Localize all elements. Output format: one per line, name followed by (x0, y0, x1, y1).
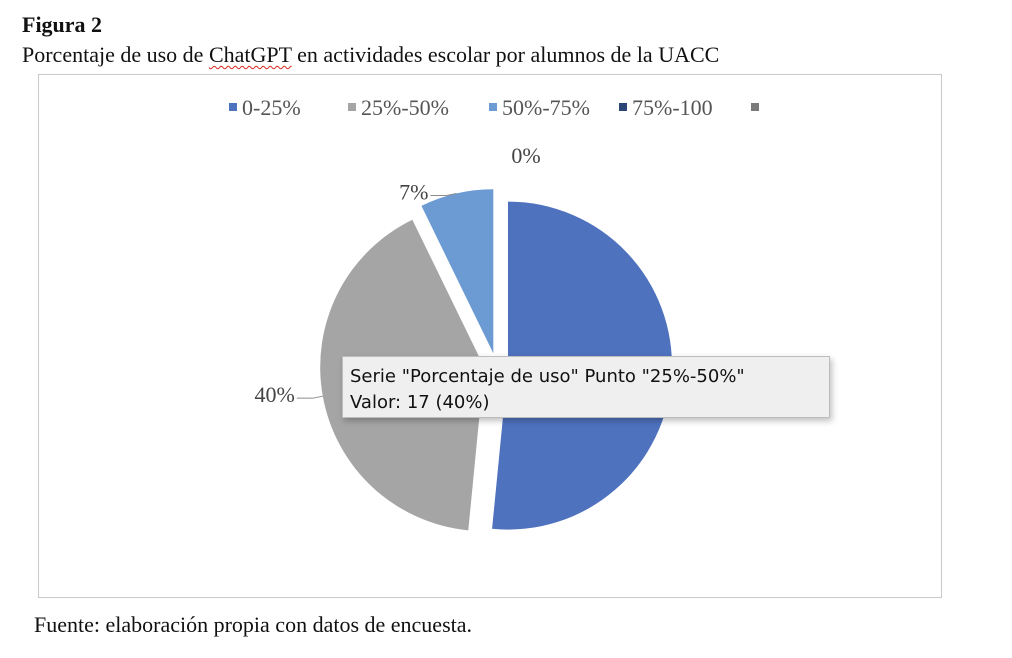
title-part-2: en actividades escolar por alumnos de la… (291, 42, 720, 67)
legend-label-75-100[interactable]: 75%-100 (632, 95, 713, 120)
data-label-leader-50-75 (430, 193, 457, 197)
chart-area[interactable]: 0-25% 25%-50% 50%-75% 75%-100 40% 7% 0% (38, 74, 942, 598)
legend-marker-blank[interactable] (751, 103, 759, 111)
title-part-1: Porcentaje de uso de (22, 42, 209, 67)
data-label-25-50[interactable]: 40% (254, 382, 294, 407)
figure-title: Porcentaje de uso de ChatGPT en activida… (22, 42, 719, 68)
legend-marker-75-100[interactable] (619, 103, 627, 111)
figure-source: Fuente: elaboración propia con datos de … (34, 612, 473, 637)
pie-chart[interactable]: 0-25% 25%-50% 50%-75% 75%-100 40% 7% 0% (39, 75, 943, 599)
data-label-75-100[interactable]: 0% (511, 143, 540, 168)
chart-tooltip: Serie "Porcentaje de uso" Punto "25%-50%… (342, 356, 830, 418)
spellcheck-underlined-word[interactable]: ChatGPT (208, 42, 292, 67)
pie-slice-50-75[interactable] (421, 189, 494, 354)
data-label-leader-25-50 (296, 395, 323, 399)
tooltip-value-line: Valor: 17 (40%) (350, 392, 490, 413)
legend-marker-50-75[interactable] (489, 103, 497, 111)
legend-label-50-75[interactable]: 50%-75% (502, 95, 590, 120)
figure-label: Figura 2 (22, 12, 103, 37)
legend-label-0-25[interactable]: 0-25% (242, 95, 301, 120)
data-label-50-75[interactable]: 7% (399, 180, 428, 205)
tooltip-series-line: Serie "Porcentaje de uso" Punto "25%-50%… (350, 366, 745, 387)
legend-label-25-50[interactable]: 25%-50% (361, 95, 449, 120)
legend-marker-0-25[interactable] (229, 103, 237, 111)
legend-marker-25-50[interactable] (348, 103, 356, 111)
